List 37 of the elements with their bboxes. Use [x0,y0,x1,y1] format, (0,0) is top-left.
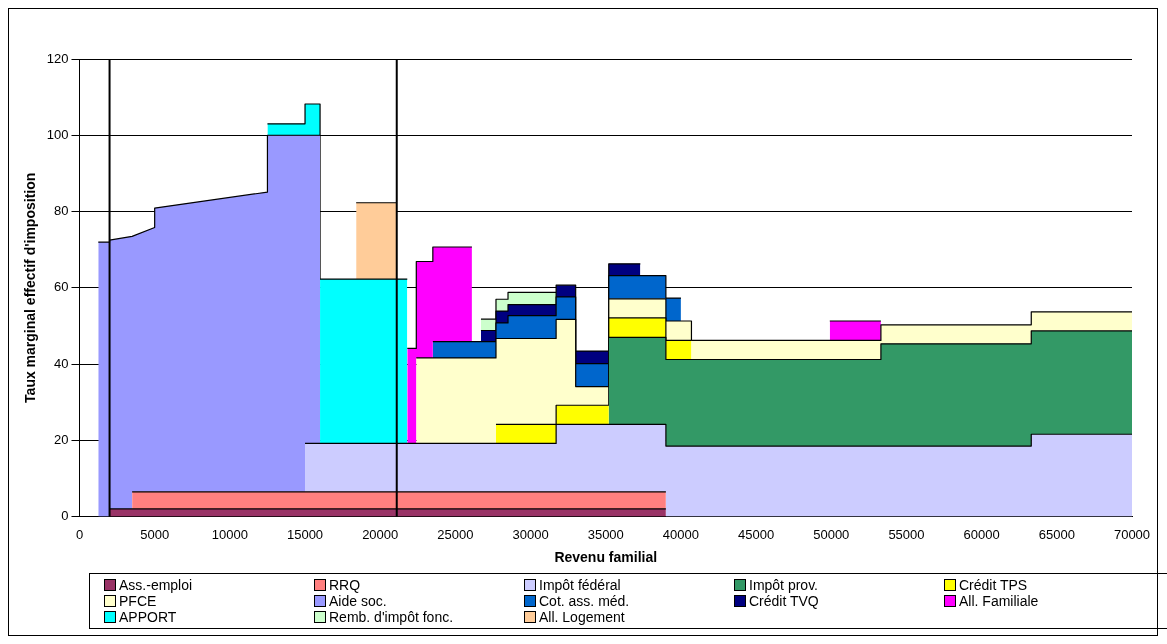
legend-label: Crédit TPS [959,577,1028,593]
x-tick-label: 5000 [140,526,170,542]
legend-label: Impôt fédéral [539,577,621,593]
y-tick-label: 60 [54,279,69,295]
legend-label: Cot. ass. méd. [539,593,630,609]
y-tick-label: 120 [46,50,69,66]
x-tick-label: 30000 [512,526,549,542]
x-tick-label: 15000 [286,526,324,542]
x-axis-title: Revenu familial [554,549,658,566]
x-tick-label: 65000 [1038,526,1075,542]
legend-label: Ass.-emploi [119,577,193,593]
x-tick-label: 60000 [963,526,1000,542]
x-tick-label: 10000 [211,526,248,542]
x-tick-label: 25000 [437,526,474,542]
x-tick-label: 55000 [888,526,925,542]
x-tick-label: 40000 [662,526,699,542]
legend-label: Aide soc. [329,593,387,609]
x-tick-label: 45000 [738,526,775,542]
y-tick-label: 80 [54,203,69,219]
y-tick-label: 20 [54,431,69,447]
legend-label: PFCE [119,593,157,609]
x-tick-label: 20000 [362,526,399,542]
y-tick-label: 100 [46,126,69,142]
legend-label: All. Logement [539,609,625,625]
y-tick-label: 40 [54,355,69,371]
legend-label: APPORT [119,609,177,625]
x-tick-label: 0 [75,526,84,542]
legend-label: Crédit TVQ [749,593,819,609]
x-tick-label: 35000 [587,526,624,542]
x-tick-label: 70000 [1113,526,1151,542]
y-axis-title: Taux marginal effectif d'imposition [22,172,39,403]
x-tick-label: 50000 [813,526,850,542]
legend-label: Remb. d'impôt fonc. [329,609,454,625]
legend-label: RRQ [329,577,361,593]
legend-label: Impôt prov. [749,577,818,593]
y-tick-label: 0 [61,508,69,524]
legend-label: All. Familiale [959,593,1039,609]
